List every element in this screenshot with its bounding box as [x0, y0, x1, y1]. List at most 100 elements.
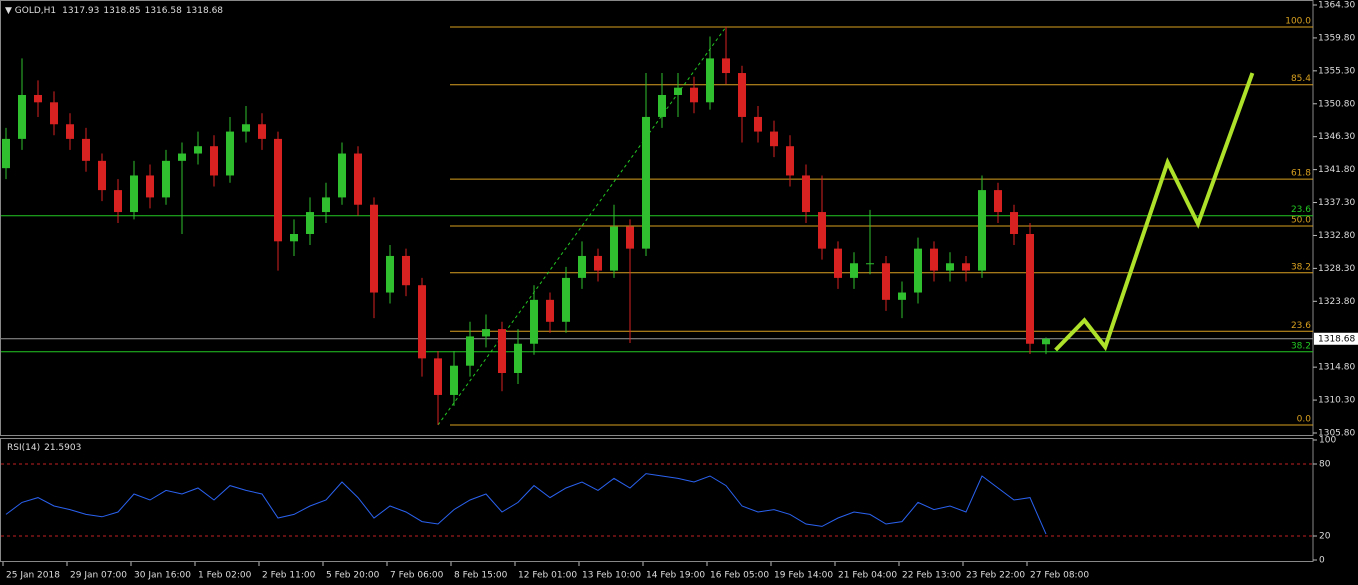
candle-body [1026, 233, 1034, 344]
y-tick-label: 1323.80 [1318, 297, 1355, 307]
candle-body [722, 58, 730, 74]
fib-label: 23.6 [1291, 321, 1311, 331]
candle-body [578, 255, 586, 278]
candle-body [530, 299, 538, 344]
candle-body [338, 153, 346, 198]
rsi-header: RSI(14) 21.5903 [7, 443, 81, 453]
x-tick-label: 19 Feb 14:00 [774, 571, 833, 581]
candle-body [898, 292, 906, 300]
candle-body [914, 248, 922, 293]
x-tick-label: 22 Feb 13:00 [902, 571, 961, 581]
candle-body [754, 116, 762, 132]
green-level-label: 38.2 [1291, 341, 1311, 351]
x-tick-label: 12 Feb 01:00 [518, 571, 577, 581]
fib-label: 38.2 [1291, 262, 1311, 272]
green-level-label: 23.6 [1291, 205, 1311, 215]
candle-body [82, 138, 90, 161]
candle-body [434, 358, 442, 395]
candle-body [866, 263, 874, 265]
candle-body [194, 146, 202, 154]
price-label-box [1314, 332, 1358, 345]
last-low: 1316.58 [145, 6, 182, 16]
candle-body [418, 285, 426, 359]
candle-body [466, 336, 474, 366]
fib-label: 0.0 [1297, 414, 1312, 424]
candle-body [642, 116, 650, 249]
candle-body [210, 146, 218, 176]
candle-body [594, 255, 602, 271]
menu-arrow[interactable]: ▼ [5, 6, 15, 16]
candle-body [146, 175, 154, 198]
y-tick-label: 1341.80 [1318, 165, 1355, 175]
candle-body [802, 175, 810, 213]
x-tick-label: 13 Feb 10:00 [582, 571, 641, 581]
rsi-tick-label: 0 [1319, 556, 1325, 566]
candle-body [2, 138, 10, 169]
y-tick-label: 1355.30 [1318, 66, 1355, 76]
candle-body [386, 255, 394, 293]
candle-body [546, 299, 554, 322]
candle-body [610, 226, 618, 271]
x-tick-label: 1 Feb 02:00 [198, 571, 252, 581]
candle-body [930, 248, 938, 271]
x-tick-label: 30 Jan 16:00 [134, 571, 191, 581]
x-tick-label: 8 Feb 15:00 [454, 571, 508, 581]
candle-body [514, 343, 522, 374]
candle-body [34, 94, 42, 103]
candle-body [162, 160, 170, 198]
last-close: 1318.68 [186, 6, 223, 16]
forecast-line [1054, 72, 1255, 352]
y-tick-label: 1364.30 [1318, 1, 1355, 11]
candle-body [786, 146, 794, 176]
x-tick-label: 25 Jan 2018 [6, 571, 60, 581]
candle-body [98, 160, 106, 191]
x-tick-label: 23 Feb 22:00 [966, 571, 1025, 581]
fib-label: 61.8 [1291, 169, 1311, 179]
candle-body [226, 131, 234, 176]
candle-body [178, 153, 186, 161]
y-tick-label: 1332.80 [1318, 231, 1355, 241]
candle-body [50, 102, 58, 125]
candle-body [738, 73, 746, 117]
x-tick-label: 16 Feb 05:00 [710, 571, 769, 581]
x-tick-label: 2 Feb 11:00 [262, 571, 316, 581]
candle-body [18, 94, 26, 139]
candle-body [354, 153, 362, 205]
candle-body [274, 138, 282, 242]
x-tick-label: 14 Feb 19:00 [646, 571, 705, 581]
candle-body [1010, 212, 1018, 234]
y-tick-label: 1337.30 [1318, 198, 1355, 208]
fib-label: 50.0 [1291, 215, 1311, 225]
price-label: 1318.68 [1318, 334, 1355, 344]
rsi-line [5, 473, 1047, 535]
x-tick-label: 27 Feb 08:00 [1030, 571, 1089, 581]
last-high: 1318.85 [103, 6, 140, 16]
fib-label: 85.4 [1291, 74, 1311, 84]
x-tick-label: 5 Feb 20:00 [326, 571, 380, 581]
x-tick-label: 29 Jan 07:00 [70, 571, 127, 581]
y-tick-label: 1314.80 [1318, 363, 1355, 373]
candle-body [322, 197, 330, 213]
y-tick-label: 1310.30 [1318, 396, 1355, 406]
candle-body [706, 58, 714, 103]
candle-body [130, 175, 138, 213]
candle-body [978, 190, 986, 271]
candle-body [242, 124, 250, 132]
y-tick-label: 1350.80 [1318, 99, 1355, 109]
header: ▼ GOLD,H1 1317.93 1318.85 1316.58 1318.68 [5, 6, 223, 16]
y-tick-label: 1359.80 [1318, 33, 1355, 43]
x-tick-label: 21 Feb 04:00 [838, 571, 897, 581]
candle-body [674, 87, 682, 95]
candle-body [114, 190, 122, 213]
candle-body [258, 124, 266, 139]
candle-body [690, 87, 698, 103]
y-tick-label: 1305.80 [1318, 429, 1355, 439]
candle-body [994, 190, 1002, 213]
candle-body [946, 263, 954, 271]
rsi-panel [0, 438, 1314, 562]
candle-body [498, 329, 506, 374]
rsi-tick-label: 20 [1319, 532, 1331, 542]
symbol: GOLD,H1 [15, 6, 56, 16]
